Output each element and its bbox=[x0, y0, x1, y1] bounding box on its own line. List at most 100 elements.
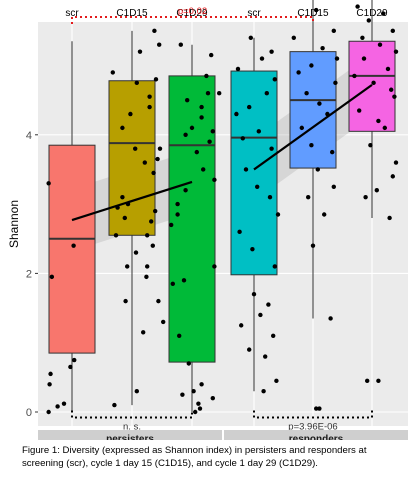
data-point bbox=[49, 274, 55, 280]
data-point bbox=[317, 101, 322, 106]
significance-label: n. s. bbox=[123, 422, 141, 433]
data-point bbox=[186, 361, 191, 366]
box-responders-C1D15 bbox=[289, 51, 337, 169]
data-point bbox=[55, 404, 60, 409]
data-point bbox=[361, 56, 367, 61]
group-label-C1D15: C1D15 bbox=[116, 8, 148, 19]
data-point bbox=[189, 125, 195, 131]
figure-caption: Figure 1: Diversity (expressed as Shanno… bbox=[22, 445, 367, 469]
data-point bbox=[180, 392, 185, 397]
data-point bbox=[334, 56, 340, 61]
y-tick-label: 2 bbox=[26, 268, 32, 280]
data-point bbox=[212, 177, 217, 183]
data-point bbox=[144, 274, 149, 280]
data-point bbox=[360, 35, 365, 40]
data-point bbox=[210, 395, 215, 401]
data-point bbox=[133, 146, 138, 151]
facet-strip-responders bbox=[224, 430, 408, 440]
data-point bbox=[170, 281, 175, 286]
data-point bbox=[247, 347, 252, 352]
data-point bbox=[153, 77, 159, 82]
data-point bbox=[210, 129, 215, 134]
y-axis-label: Shannon bbox=[7, 200, 21, 248]
data-point bbox=[183, 132, 188, 137]
trend-line-persisters bbox=[71, 180, 193, 222]
data-point bbox=[120, 125, 125, 131]
data-point bbox=[258, 312, 263, 318]
data-point bbox=[393, 49, 399, 54]
data-point bbox=[199, 382, 204, 387]
data-point bbox=[357, 108, 362, 113]
data-point bbox=[134, 80, 139, 86]
significance-bracket bbox=[253, 410, 373, 419]
data-point bbox=[247, 104, 252, 110]
y-tick-label: 0 bbox=[26, 407, 32, 419]
data-point bbox=[61, 401, 67, 406]
data-point bbox=[68, 364, 73, 370]
data-point bbox=[204, 73, 209, 79]
data-point bbox=[243, 167, 249, 172]
data-point bbox=[145, 233, 150, 238]
data-point bbox=[145, 264, 150, 269]
data-point bbox=[309, 142, 314, 148]
data-point bbox=[115, 205, 120, 210]
data-point bbox=[212, 264, 217, 269]
data-point bbox=[310, 243, 316, 248]
data-point bbox=[390, 28, 395, 34]
data-point bbox=[128, 111, 133, 117]
significance-bracket bbox=[71, 15, 314, 24]
data-point bbox=[317, 406, 322, 411]
data-point bbox=[175, 201, 180, 207]
data-point bbox=[183, 188, 188, 193]
data-point bbox=[264, 91, 269, 96]
data-point bbox=[377, 42, 383, 47]
shannon-boxplot-chart: 0246ShannonscrC1D15C1D29scrC1D15C1D29p=5… bbox=[7, 0, 408, 440]
data-point bbox=[269, 146, 274, 151]
data-point bbox=[291, 35, 296, 40]
data-point bbox=[155, 156, 160, 162]
data-point bbox=[137, 49, 143, 54]
data-point bbox=[256, 129, 261, 134]
box-persisters-C1D15 bbox=[108, 80, 156, 236]
data-point bbox=[352, 73, 357, 79]
data-point bbox=[46, 181, 51, 186]
data-point bbox=[272, 77, 277, 82]
data-point bbox=[181, 278, 187, 283]
data-point bbox=[209, 52, 214, 58]
data-point bbox=[196, 401, 201, 406]
data-point bbox=[199, 104, 204, 110]
y-tick-label: 4 bbox=[26, 130, 32, 142]
data-point bbox=[156, 298, 161, 304]
data-point bbox=[389, 87, 394, 92]
data-point bbox=[149, 219, 154, 224]
data-point bbox=[141, 330, 146, 335]
data-point bbox=[374, 188, 379, 193]
group-label-scr: scr bbox=[247, 8, 261, 19]
data-point bbox=[320, 45, 325, 51]
data-point bbox=[382, 125, 387, 131]
data-point bbox=[269, 49, 274, 54]
data-point bbox=[110, 70, 116, 75]
data-point bbox=[239, 323, 244, 328]
box-persisters-C1D29 bbox=[168, 75, 216, 363]
data-point bbox=[251, 291, 257, 297]
data-point bbox=[255, 184, 260, 189]
significance-label: p=3.96E-06 bbox=[288, 422, 337, 433]
data-point bbox=[328, 316, 333, 321]
data-point bbox=[142, 160, 147, 165]
data-point bbox=[157, 146, 163, 151]
data-point bbox=[267, 194, 273, 200]
data-point bbox=[368, 142, 373, 148]
data-point bbox=[306, 194, 311, 200]
group-label-scr: scr bbox=[65, 8, 79, 19]
data-point bbox=[261, 389, 266, 394]
data-point bbox=[387, 215, 392, 221]
data-point bbox=[175, 212, 180, 217]
data-point bbox=[147, 104, 152, 110]
data-point bbox=[263, 354, 268, 359]
data-point bbox=[72, 357, 77, 363]
data-point bbox=[271, 333, 276, 338]
data-point bbox=[71, 243, 76, 248]
data-point bbox=[193, 409, 198, 415]
data-point bbox=[314, 7, 319, 13]
